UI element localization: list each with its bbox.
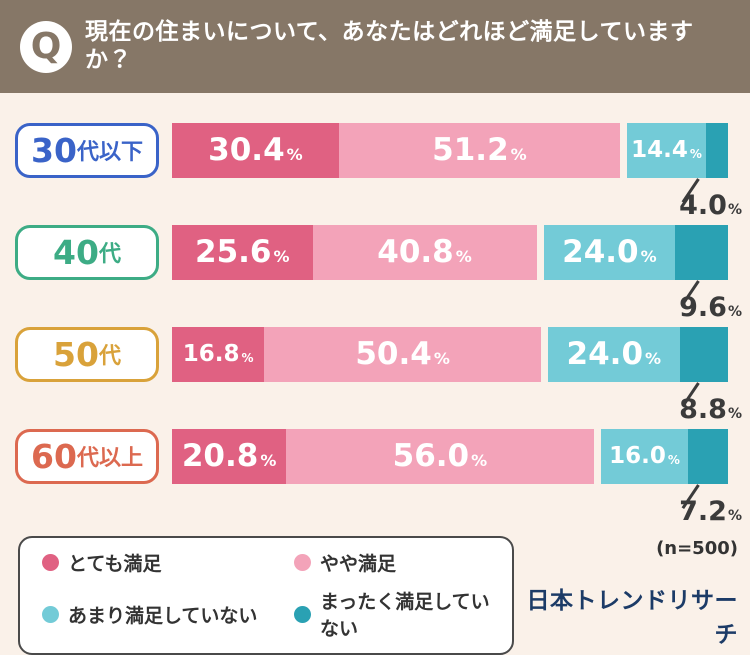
legend-label: まったく満足していない xyxy=(320,591,490,640)
legend-dot-icon xyxy=(294,605,311,623)
callout: 8.8% xyxy=(15,382,742,429)
age-group-number: 30 xyxy=(31,131,77,170)
legend-box: とても満足 やや満足あまり満足していない まったく満足していない xyxy=(18,536,514,655)
age-group-suffix: 代以上 xyxy=(76,445,143,471)
legend-label: あまり満足していない xyxy=(68,604,258,627)
chart-row-40代: 40 代 25.6% 40.8% 24.0% 9.6% xyxy=(0,225,750,327)
age-group-number: 40 xyxy=(53,233,99,272)
bar-segment-とても満足: 20.8% xyxy=(172,429,287,484)
age-group-suffix: 代 xyxy=(98,241,121,267)
bar-segment-やや満足: 56.0% xyxy=(286,429,594,484)
row-main: 30 代以下 30.4% 51.2% 14.4% xyxy=(15,123,728,178)
chart-row-30代以下: 30 代以下 30.4% 51.2% 14.4% 4.0% xyxy=(0,123,750,225)
question-icon: Q xyxy=(20,20,72,73)
callout-value: 8.8% xyxy=(679,394,742,425)
bar-segment-あまり満足していない: 14.4% xyxy=(626,123,707,178)
question-header: Q 現在の住まいについて、あなたはどれほど満足していますか？ xyxy=(0,0,750,93)
bar-segment-まったく満足していない xyxy=(706,123,728,178)
legend-dot-icon xyxy=(42,554,59,571)
chart-row-60代以上: 60 代以上 20.8% 56.0% 16.0% 7.2% xyxy=(0,429,750,531)
footer: とても満足 やや満足あまり満足していない まったく満足していない (n=500) 日… xyxy=(18,536,740,655)
bar-segment-やや満足: 51.2% xyxy=(338,123,620,178)
legend-item: まったく満足していない xyxy=(294,587,494,641)
callout: 7.2% xyxy=(15,484,742,531)
question-title: 現在の住まいについて、あなたはどれほど満足していますか？ xyxy=(85,18,694,73)
bar-segment-まったく満足していない xyxy=(679,327,729,382)
row-main: 60 代以上 20.8% 56.0% 16.0% xyxy=(15,429,728,484)
chart-row-50代: 50 代 16.8% 50.4% 24.0% 8.8% xyxy=(0,327,750,429)
bar-segment-あまり満足していない: 24.0% xyxy=(547,327,680,382)
stacked-bar: 30.4% 51.2% 14.4% xyxy=(172,123,728,178)
callout-value: 7.2% xyxy=(679,496,742,527)
callout-value: 9.6% xyxy=(679,292,742,323)
legend-item: あまり満足していない xyxy=(42,587,294,641)
bar-segment-とても満足: 25.6% xyxy=(172,225,313,280)
age-group-label: 40 代 xyxy=(15,225,159,280)
bar-segment-やや満足: 50.4% xyxy=(264,327,541,382)
bar-segment-とても満足: 30.4% xyxy=(172,123,339,178)
legend-dot-icon xyxy=(42,605,59,623)
stacked-bar: 16.8% 50.4% 24.0% xyxy=(172,327,729,382)
stacked-bar-chart: 30 代以下 30.4% 51.2% 14.4% 4.0% 40 代 25.6% 40.8% 24.… xyxy=(0,93,750,531)
stacked-bar: 25.6% 40.8% 24.0% xyxy=(172,225,728,280)
age-group-number: 60 xyxy=(31,437,77,476)
callout: 4.0% xyxy=(15,178,742,225)
callout: 9.6% xyxy=(15,280,742,327)
callout-value: 4.0% xyxy=(679,190,742,221)
row-main: 40 代 25.6% 40.8% 24.0% xyxy=(15,225,728,280)
brand-logo: 日本トレンドリサーチ xyxy=(526,588,738,648)
bar-segment-あまり満足していない: 16.0% xyxy=(600,429,689,484)
sample-size-note: (n=500) xyxy=(656,538,738,559)
legend-label: やや満足 xyxy=(320,553,397,575)
age-group-label: 30 代以下 xyxy=(15,123,159,178)
legend-item: とても満足 xyxy=(42,549,294,576)
bar-segment-まったく満足していない xyxy=(688,429,728,484)
legend-label: とても満足 xyxy=(68,553,162,575)
age-group-label: 50 代 xyxy=(15,327,159,382)
bar-segment-あまり満足していない: 24.0% xyxy=(543,225,676,280)
bar-segment-まったく満足していない xyxy=(675,225,728,280)
legend-item: やや満足 xyxy=(294,549,494,576)
stacked-bar: 20.8% 56.0% 16.0% xyxy=(172,429,728,484)
legend-dot-icon xyxy=(294,554,311,571)
bar-segment-やや満足: 40.8% xyxy=(312,225,537,280)
footer-right: (n=500) 日本トレンドリサーチ xyxy=(514,536,740,655)
age-group-suffix: 代以下 xyxy=(76,139,143,165)
age-group-suffix: 代 xyxy=(98,343,121,369)
age-group-label: 60 代以上 xyxy=(15,429,159,484)
row-main: 50 代 16.8% 50.4% 24.0% xyxy=(15,327,729,382)
bar-segment-とても満足: 16.8% xyxy=(172,327,265,382)
age-group-number: 50 xyxy=(53,335,99,374)
